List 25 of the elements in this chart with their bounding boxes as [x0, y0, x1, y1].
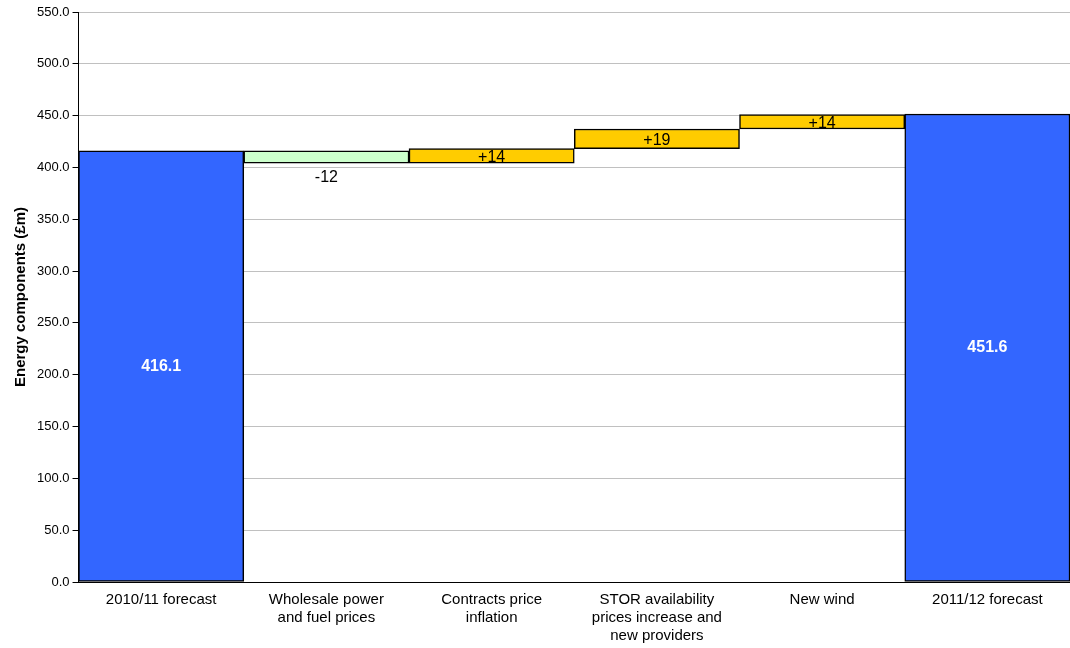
x-tick-label: 2010/11 forecast	[105, 590, 218, 608]
data-label: +19	[643, 131, 671, 149]
y-tick-label: 400.0	[36, 159, 70, 175]
data-label: 451.6	[967, 338, 1008, 356]
y-tick-label: 350.0	[36, 210, 70, 226]
x-tick-label: Wholesale power and fuel prices	[268, 590, 384, 626]
y-tick-label: 250.0	[36, 314, 70, 330]
data-label: -12	[314, 167, 339, 185]
x-tick-label: Contracts price inflation	[441, 590, 543, 626]
y-tick-label: 300.0	[36, 262, 70, 278]
y-tick-label: 50.0	[44, 521, 70, 537]
data-label: +14	[478, 148, 506, 166]
y-tick-label: 200.0	[36, 366, 70, 382]
y-tick-label: 550.0	[36, 3, 70, 19]
y-tick-label: 450.0	[36, 107, 70, 123]
x-tick-label: STOR availability prices increase and new providers	[591, 590, 722, 644]
y-tick-label: 500.0	[36, 55, 70, 71]
data-label: 416.1	[141, 356, 182, 374]
data-label: +14	[808, 114, 836, 132]
y-tick-label: 100.0	[36, 469, 70, 485]
y-axis-title: Energy components (£m)	[11, 206, 29, 388]
y-tick-label: 150.0	[36, 418, 70, 434]
y-tick-label: 0.0	[51, 573, 70, 589]
x-tick-label: New wind	[789, 590, 855, 608]
x-tick-label: 2011/12 forecast	[932, 590, 1044, 608]
